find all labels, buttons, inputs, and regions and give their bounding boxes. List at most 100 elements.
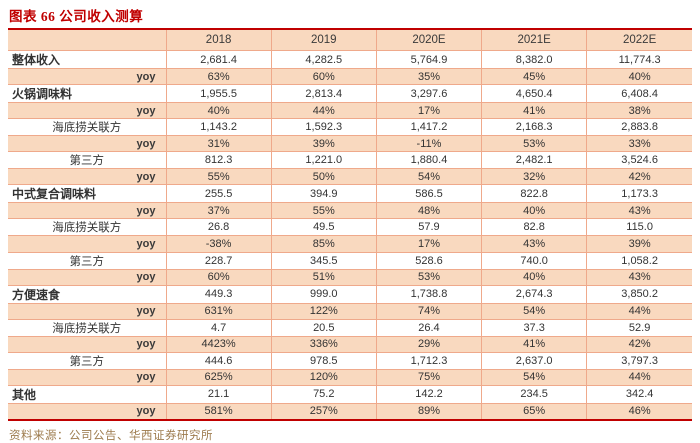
cell-value: 2,482.1 bbox=[481, 151, 588, 170]
cell-value: 4,650.4 bbox=[481, 84, 588, 104]
cell-value: 625% bbox=[165, 368, 272, 386]
row-label: 海底捞关联方 bbox=[8, 118, 167, 137]
source-note: 资料来源：公司公告、华西证券研究所 bbox=[9, 429, 213, 442]
table-row: 海底捞关联方 26.8 49.5 57.9 82.8 115.0 bbox=[8, 218, 692, 237]
cell-value: 89% bbox=[375, 402, 483, 421]
table-body: 整体收入 2,681.4 4,282.5 5,764.9 8,382.0 11,774.3… bbox=[8, 50, 692, 421]
cell-value: 38% bbox=[586, 102, 692, 120]
table-row: yoy 581% 257% 89% 65% 46% bbox=[8, 402, 692, 421]
header-corner-cell bbox=[8, 28, 167, 51]
cell-value: 1,221.0 bbox=[270, 151, 377, 170]
table-row: 第三方 812.3 1,221.0 1,880.4 2,482.1 3,524.6 bbox=[8, 151, 692, 170]
cell-value: 115.0 bbox=[586, 218, 692, 237]
revenue-forecast-table: 2018 2019 2020E 2021E 2022E 整体收入 2,681.4 4,282… bbox=[8, 28, 692, 421]
cell-value: 75% bbox=[375, 368, 483, 386]
cell-value: 3,297.6 bbox=[375, 84, 483, 104]
row-label: yoy bbox=[8, 335, 167, 353]
cell-value: 631% bbox=[165, 302, 272, 320]
cell-value: 4.7 bbox=[165, 318, 272, 337]
row-label: 方便速食 bbox=[8, 284, 167, 304]
table-row: yoy -38% 85% 17% 43% 39% bbox=[8, 235, 692, 253]
cell-value: 49.5 bbox=[270, 218, 377, 237]
cell-value: 40% bbox=[165, 102, 272, 120]
table-row: yoy 55% 50% 54% 32% 42% bbox=[8, 168, 692, 186]
header-row: 2018 2019 2020E 2021E 2022E bbox=[8, 28, 692, 51]
cell-value: 4423% bbox=[165, 335, 272, 353]
table-row: 第三方 228.7 345.5 528.6 740.0 1,058.2 bbox=[8, 251, 692, 270]
table-header: 2018 2019 2020E 2021E 2022E bbox=[8, 28, 692, 51]
cell-value: 60% bbox=[270, 67, 377, 86]
cell-value: 45% bbox=[481, 67, 588, 86]
cell-value: 122% bbox=[270, 302, 377, 320]
cell-value: 3,797.3 bbox=[586, 351, 692, 370]
header-year-cell: 2022E bbox=[586, 28, 692, 51]
cell-value: 40% bbox=[481, 268, 588, 286]
cell-value: 1,173.3 bbox=[586, 184, 692, 204]
cell-value: 528.6 bbox=[375, 251, 483, 270]
cell-value: 449.3 bbox=[165, 284, 272, 304]
cell-value: 44% bbox=[270, 102, 377, 120]
row-label: yoy bbox=[8, 168, 167, 186]
cell-value: 40% bbox=[481, 202, 588, 220]
cell-value: 43% bbox=[586, 202, 692, 220]
cell-value: 53% bbox=[481, 135, 588, 153]
cell-value: 257% bbox=[270, 402, 377, 421]
cell-value: 999.0 bbox=[270, 284, 377, 304]
cell-value: 444.6 bbox=[165, 351, 272, 370]
table-row: yoy 40% 44% 17% 41% 38% bbox=[8, 102, 692, 120]
cell-value: 48% bbox=[375, 202, 483, 220]
cell-value: 39% bbox=[586, 235, 692, 253]
cell-value: 31% bbox=[165, 135, 272, 153]
table-row: yoy 4423% 336% 29% 41% 42% bbox=[8, 335, 692, 353]
row-label: yoy bbox=[8, 202, 167, 220]
cell-value: 53% bbox=[375, 268, 483, 286]
cell-value: 581% bbox=[165, 402, 272, 421]
cell-value: 3,850.2 bbox=[586, 284, 692, 304]
cell-value: 40% bbox=[586, 67, 692, 86]
table-row: 其他 21.1 75.2 142.2 234.5 342.4 bbox=[8, 384, 692, 404]
cell-value: 2,813.4 bbox=[270, 84, 377, 104]
cell-value: 43% bbox=[586, 268, 692, 286]
row-label: 中式复合调味料 bbox=[8, 184, 167, 204]
cell-value: 2,883.8 bbox=[586, 118, 692, 137]
cell-value: 345.5 bbox=[270, 251, 377, 270]
cell-value: 75.2 bbox=[270, 384, 377, 404]
cell-value: 2,637.0 bbox=[481, 351, 588, 370]
header-year-cell: 2020E bbox=[375, 28, 483, 51]
table-row: 整体收入 2,681.4 4,282.5 5,764.9 8,382.0 11,774.3 bbox=[8, 50, 692, 69]
cell-value: 8,382.0 bbox=[481, 50, 588, 69]
row-label: 火锅调味料 bbox=[8, 84, 167, 104]
cell-value: 17% bbox=[375, 235, 483, 253]
cell-value: 42% bbox=[586, 335, 692, 353]
row-label: 海底捞关联方 bbox=[8, 318, 167, 337]
cell-value: 1,880.4 bbox=[375, 151, 483, 170]
cell-value: 55% bbox=[165, 168, 272, 186]
cell-value: 394.9 bbox=[270, 184, 377, 204]
cell-value: 342.4 bbox=[586, 384, 692, 404]
cell-value: -38% bbox=[165, 235, 272, 253]
cell-value: 65% bbox=[481, 402, 588, 421]
cell-value: 26.8 bbox=[165, 218, 272, 237]
cell-value: 2,168.3 bbox=[481, 118, 588, 137]
cell-value: 1,712.3 bbox=[375, 351, 483, 370]
cell-value: 52.9 bbox=[586, 318, 692, 337]
cell-value: 1,738.8 bbox=[375, 284, 483, 304]
cell-value: 63% bbox=[165, 67, 272, 86]
cell-value: 41% bbox=[481, 335, 588, 353]
table-row: yoy 37% 55% 48% 40% 43% bbox=[8, 202, 692, 220]
table-row: 中式复合调味料 255.5 394.9 586.5 822.8 1,173.3 bbox=[8, 184, 692, 204]
cell-value: 120% bbox=[270, 368, 377, 386]
cell-value: -11% bbox=[375, 135, 483, 153]
cell-value: 35% bbox=[375, 67, 483, 86]
row-label: yoy bbox=[8, 402, 167, 421]
table-row: yoy 631% 122% 74% 54% 44% bbox=[8, 302, 692, 320]
cell-value: 44% bbox=[586, 302, 692, 320]
cell-value: 85% bbox=[270, 235, 377, 253]
cell-value: 586.5 bbox=[375, 184, 483, 204]
cell-value: 5,764.9 bbox=[375, 50, 483, 69]
row-label: 第三方 bbox=[8, 351, 167, 370]
row-label: yoy bbox=[8, 135, 167, 153]
cell-value: 812.3 bbox=[165, 151, 272, 170]
cell-value: 74% bbox=[375, 302, 483, 320]
row-label: 整体收入 bbox=[8, 50, 167, 69]
